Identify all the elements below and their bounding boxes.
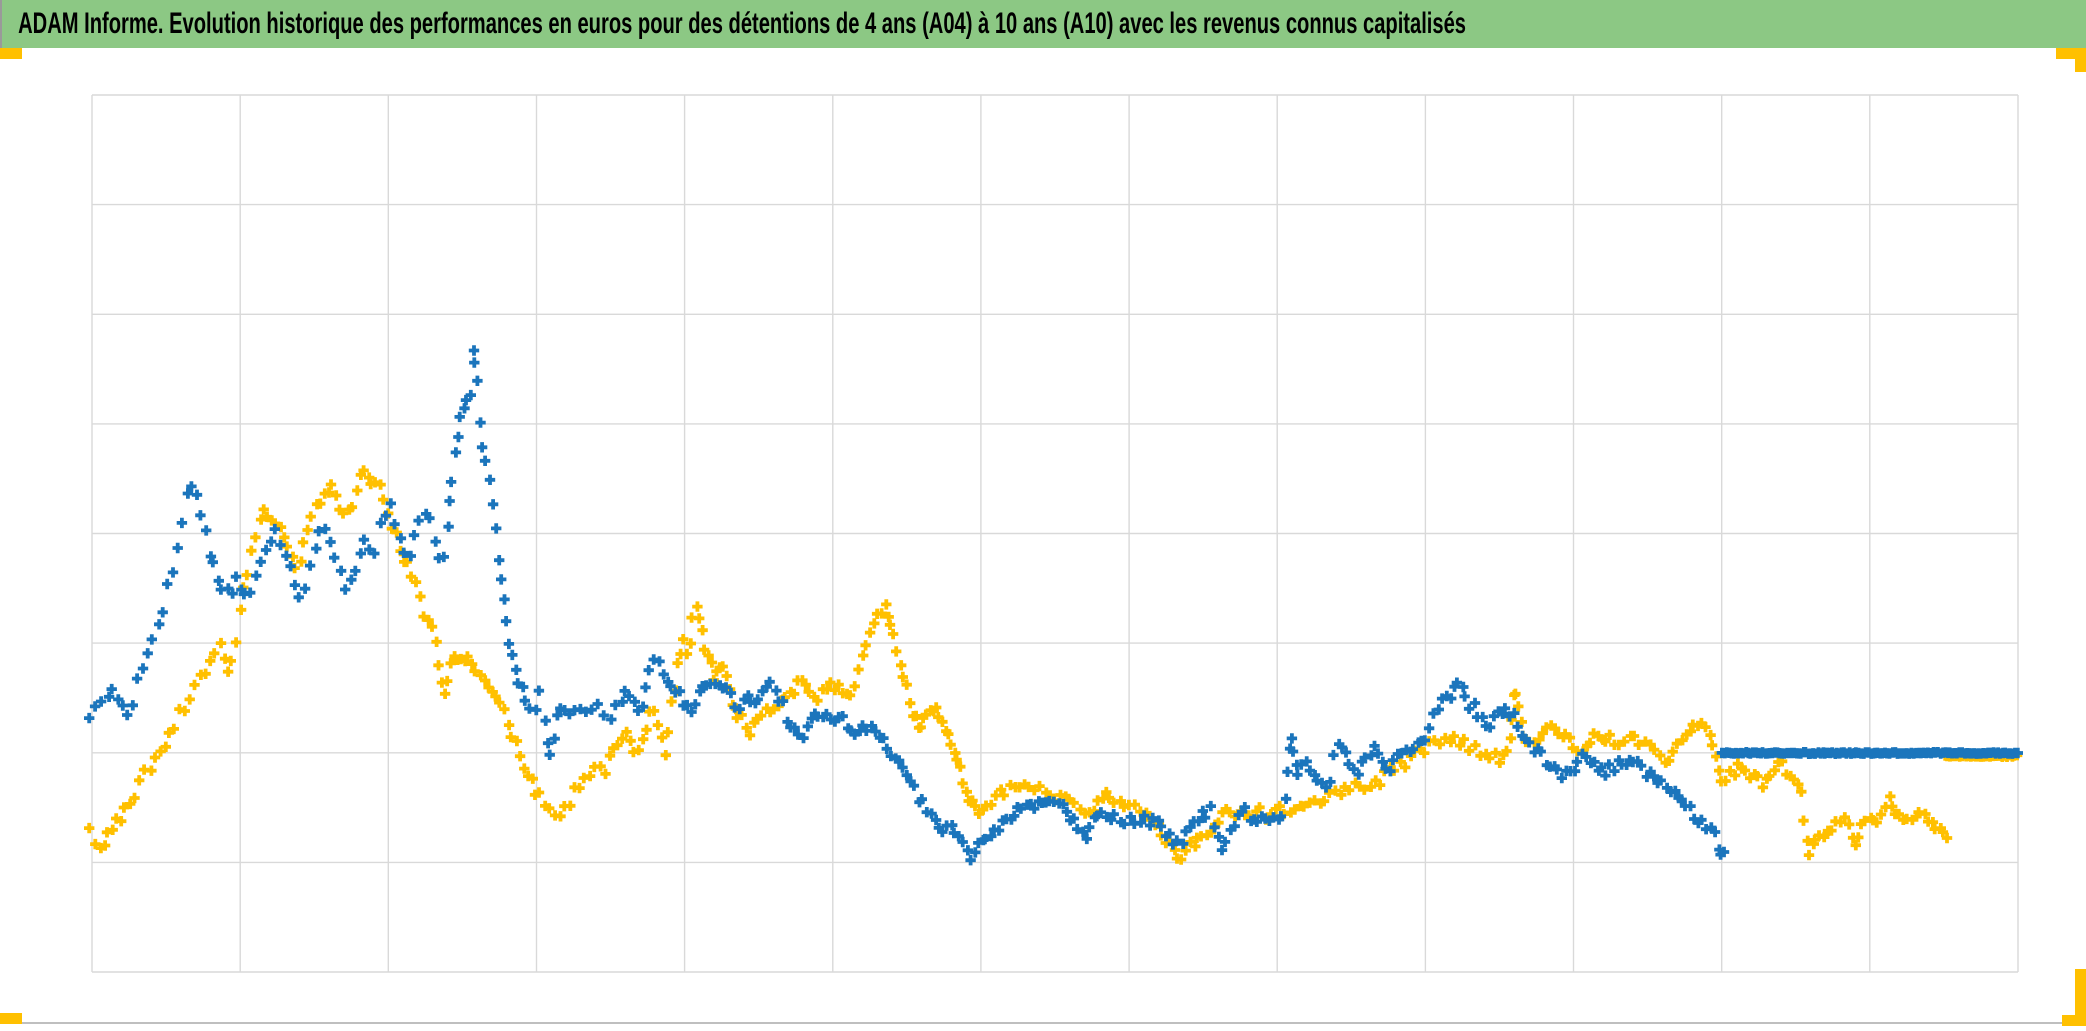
title-bar: ADAM Informe. Evolution historique des p…	[0, 0, 2086, 48]
corner-accent-top-right-stem	[2075, 48, 2086, 72]
blue-series	[84, 345, 2023, 866]
page-title: ADAM Informe. Evolution historique des p…	[18, 7, 1466, 40]
corner-accent-bottom-right-foot	[2062, 1015, 2086, 1026]
corner-accent-bottom-left	[0, 1013, 22, 1024]
corner-accent-top-left	[0, 48, 22, 59]
corner-accent-top-right-bar	[2056, 48, 2086, 59]
corner-accent-bottom-right-stem	[2075, 969, 2086, 1026]
bottom-divider	[0, 1022, 2086, 1024]
yellow-series	[84, 465, 2023, 865]
